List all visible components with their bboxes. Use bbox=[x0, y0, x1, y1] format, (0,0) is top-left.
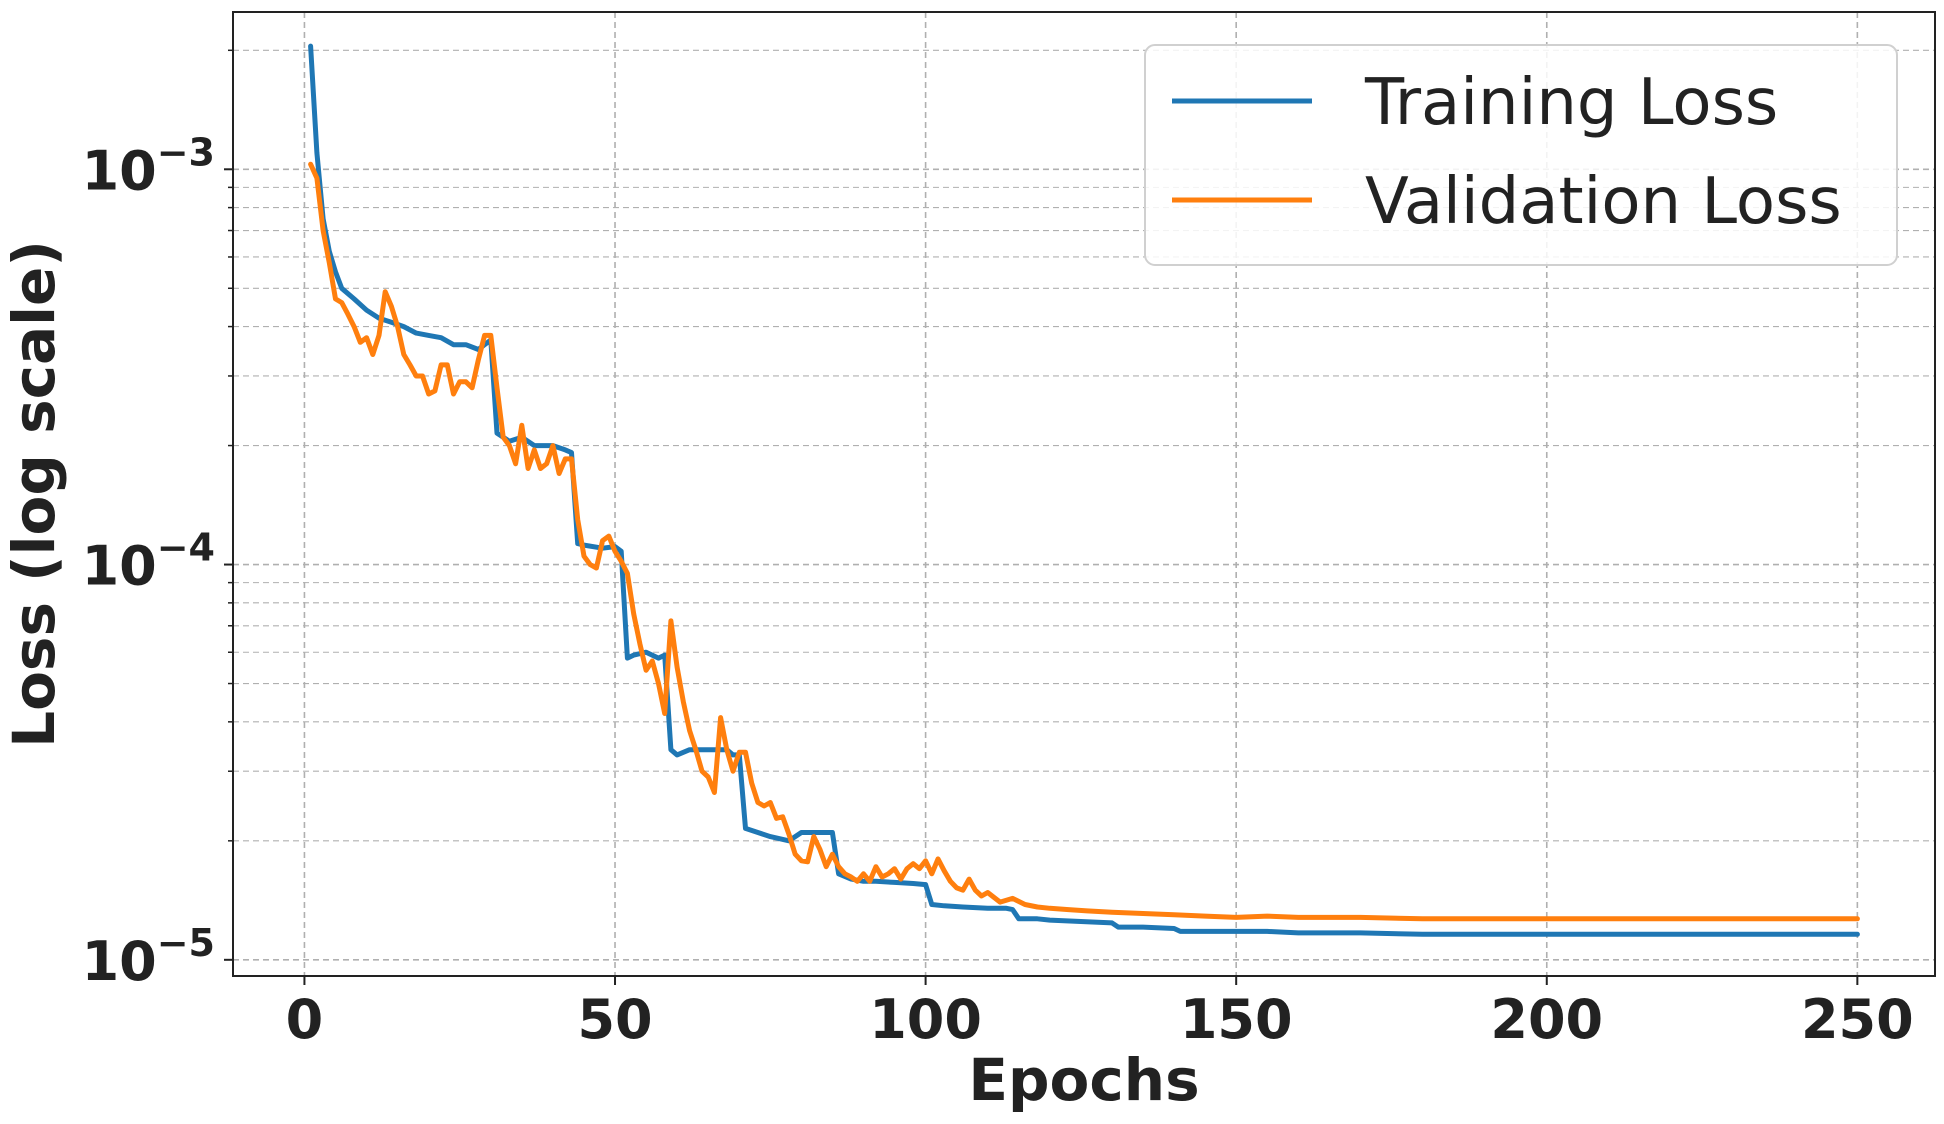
axis-ticks: 0 50 100 150 200 250 10−5 10−4 10−3 bbox=[82, 49, 1914, 1051]
series-lines bbox=[308, 43, 1860, 937]
x-axis-title: Epochs bbox=[968, 1046, 1199, 1114]
grid bbox=[233, 12, 1935, 976]
x-tick-label: 150 bbox=[1180, 988, 1293, 1051]
x-tick-label: 250 bbox=[1801, 988, 1914, 1051]
x-tick-label: 0 bbox=[286, 988, 324, 1051]
legend-label-validation-loss: Validation Loss bbox=[1365, 165, 1842, 239]
legend-label-training-loss: Training Loss bbox=[1364, 66, 1778, 140]
y-tick-label: 10−3 bbox=[82, 130, 215, 202]
legend: Training Loss Validation Loss bbox=[1144, 44, 1898, 266]
series-line-validation-loss bbox=[308, 161, 1860, 922]
x-tick-label: 50 bbox=[577, 988, 652, 1051]
x-tick-label: 100 bbox=[869, 988, 982, 1051]
y-tick-label: 10−4 bbox=[82, 526, 215, 598]
y-tick-label: 10−5 bbox=[82, 921, 215, 993]
plot-frame bbox=[232, 11, 1936, 977]
legend-box bbox=[1144, 44, 1898, 266]
x-tick-label: 200 bbox=[1490, 988, 1603, 1051]
y-axis-title: Loss (log scale) bbox=[0, 240, 68, 748]
